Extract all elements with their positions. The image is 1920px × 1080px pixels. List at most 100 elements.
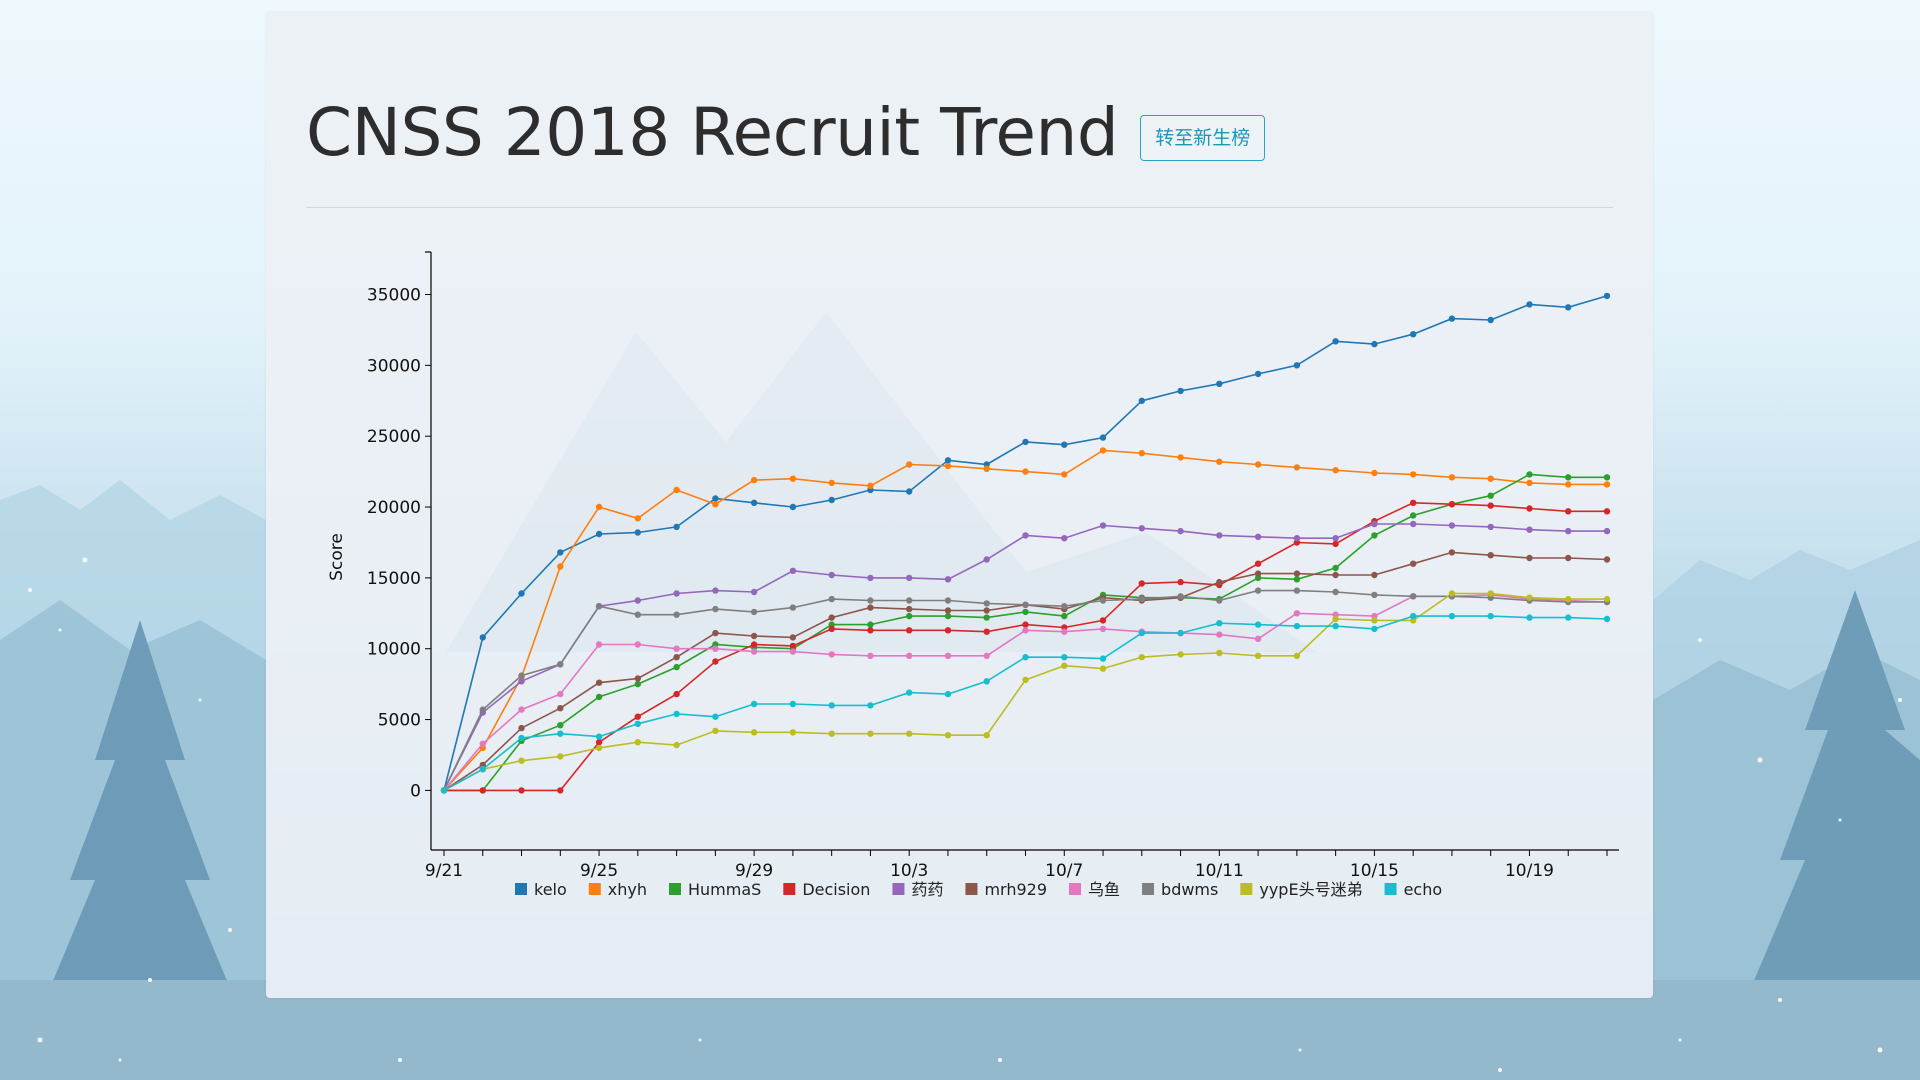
data-point bbox=[1371, 340, 1378, 348]
legend-label: mrh929 bbox=[984, 880, 1047, 899]
data-point bbox=[1138, 629, 1145, 637]
legend-label: HummaS bbox=[688, 880, 761, 899]
data-point bbox=[518, 757, 525, 764]
data-point bbox=[828, 479, 835, 487]
data-point bbox=[1332, 467, 1339, 474]
switch-to-freshman-board-button[interactable]: 转至新生榜 bbox=[1140, 114, 1266, 161]
data-point bbox=[867, 621, 874, 628]
data-point bbox=[1061, 535, 1068, 542]
data-point bbox=[750, 476, 758, 484]
data-point bbox=[828, 571, 835, 579]
data-point bbox=[1410, 593, 1417, 600]
y-tick-label: 15000 bbox=[367, 569, 421, 589]
data-point bbox=[673, 663, 680, 671]
data-point bbox=[1022, 627, 1029, 634]
data-point bbox=[983, 732, 990, 739]
data-point bbox=[1177, 527, 1184, 535]
data-point bbox=[673, 486, 680, 494]
data-point bbox=[1332, 571, 1339, 579]
series-points bbox=[440, 292, 1611, 794]
data-point bbox=[1061, 441, 1068, 448]
data-point bbox=[1138, 580, 1145, 587]
y-tick-label: 0 bbox=[410, 781, 421, 801]
data-point bbox=[944, 457, 952, 464]
data-point bbox=[1293, 464, 1301, 471]
data-point bbox=[750, 729, 758, 736]
data-point bbox=[1565, 595, 1572, 603]
data-point bbox=[1022, 468, 1029, 475]
data-point bbox=[1099, 655, 1107, 662]
data-point bbox=[1371, 469, 1378, 477]
data-point bbox=[712, 501, 719, 508]
data-point bbox=[1526, 614, 1533, 621]
data-point bbox=[1487, 612, 1494, 620]
data-point bbox=[712, 605, 719, 613]
data-point bbox=[1254, 461, 1262, 468]
data-point bbox=[1216, 631, 1223, 638]
data-point bbox=[1410, 512, 1417, 519]
data-point bbox=[1332, 338, 1339, 345]
data-point bbox=[1061, 654, 1068, 661]
data-point bbox=[983, 678, 990, 685]
data-point bbox=[867, 482, 874, 489]
legend-label: yypE头号迷弟 bbox=[1259, 880, 1362, 899]
data-point bbox=[944, 690, 952, 698]
data-point bbox=[1565, 508, 1572, 515]
data-point bbox=[1138, 397, 1145, 404]
data-point bbox=[557, 549, 564, 556]
data-point bbox=[983, 652, 990, 659]
data-point bbox=[595, 679, 603, 686]
data-point bbox=[906, 627, 913, 634]
y-tick-label: 35000 bbox=[367, 286, 421, 306]
data-point bbox=[906, 574, 913, 582]
data-point bbox=[1022, 676, 1029, 684]
data-point bbox=[906, 730, 913, 737]
data-point bbox=[1254, 533, 1262, 540]
data-point bbox=[518, 706, 525, 713]
data-point bbox=[1603, 527, 1611, 535]
data-point bbox=[1099, 665, 1107, 672]
data-point bbox=[673, 645, 680, 652]
data-point bbox=[1565, 614, 1572, 621]
data-point bbox=[750, 608, 758, 616]
legend-label: 乌鱼 bbox=[1088, 880, 1120, 899]
data-point bbox=[1254, 560, 1262, 567]
data-point bbox=[1371, 532, 1378, 539]
data-point bbox=[1254, 652, 1262, 659]
data-point bbox=[479, 787, 486, 794]
data-point bbox=[1293, 535, 1301, 542]
legend-label: Decision bbox=[802, 880, 870, 899]
data-point bbox=[983, 465, 990, 472]
data-point bbox=[1332, 535, 1339, 542]
data-point bbox=[1138, 525, 1145, 532]
data-point bbox=[1487, 492, 1494, 499]
data-point bbox=[595, 744, 603, 752]
data-point bbox=[1293, 362, 1301, 369]
data-point bbox=[673, 590, 680, 597]
data-point bbox=[1332, 540, 1339, 548]
data-point bbox=[479, 706, 486, 713]
data-point bbox=[595, 739, 603, 746]
data-point bbox=[789, 475, 797, 482]
data-point bbox=[557, 730, 564, 737]
legend-swatch bbox=[965, 883, 978, 895]
data-point bbox=[1565, 474, 1572, 481]
data-point bbox=[595, 693, 603, 701]
data-point bbox=[1603, 292, 1611, 300]
title-row: CNSS 2018 Recruit Trend 转至新生榜 bbox=[306, 94, 1266, 171]
legend-swatch bbox=[1384, 883, 1397, 895]
data-point bbox=[1332, 615, 1339, 623]
data-point bbox=[944, 652, 952, 659]
data-point bbox=[906, 612, 913, 620]
data-point bbox=[1371, 625, 1378, 633]
data-point bbox=[712, 645, 719, 652]
data-point bbox=[479, 766, 486, 773]
data-point bbox=[867, 604, 874, 611]
data-point bbox=[1526, 554, 1533, 562]
data-point bbox=[518, 724, 525, 732]
data-point bbox=[750, 641, 758, 648]
data-point bbox=[1061, 662, 1068, 669]
data-point bbox=[1177, 578, 1184, 586]
legend-swatch bbox=[892, 883, 905, 895]
data-point bbox=[479, 740, 486, 747]
